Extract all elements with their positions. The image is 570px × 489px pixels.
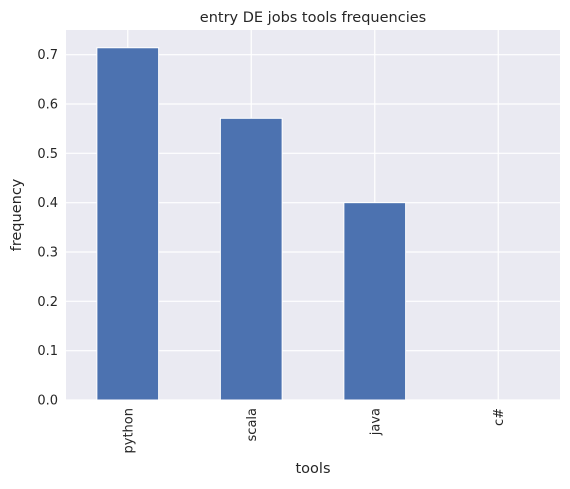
y-axis-label: frequency: [9, 178, 25, 251]
y-tick-label: 0.5: [37, 147, 58, 162]
x-tick-label: python: [121, 408, 136, 453]
x-tick-label: java: [368, 408, 383, 436]
x-tick-label: c#: [492, 408, 507, 426]
y-tick-label: 0.0: [37, 394, 58, 409]
x-tick-label: scala: [245, 408, 260, 441]
y-tick-label: 0.4: [37, 196, 58, 211]
chart-title: entry DE jobs tools frequencies: [200, 10, 426, 26]
y-tick-label: 0.6: [37, 98, 58, 113]
bar-java: [343, 202, 407, 401]
y-tick-label: 0.7: [37, 48, 58, 63]
bar-python: [96, 47, 160, 401]
y-tick-label: 0.2: [37, 295, 58, 310]
x-axis-label: tools: [295, 461, 330, 477]
x-tick-labels: python scala java c#: [121, 408, 507, 453]
bar-scala: [219, 117, 283, 401]
y-tick-label: 0.1: [37, 344, 58, 359]
bars: [96, 47, 407, 401]
y-tick-label: 0.3: [37, 246, 58, 261]
y-tick-labels: 0.0 0.1 0.2 0.3 0.4 0.5 0.6 0.7: [37, 48, 58, 408]
